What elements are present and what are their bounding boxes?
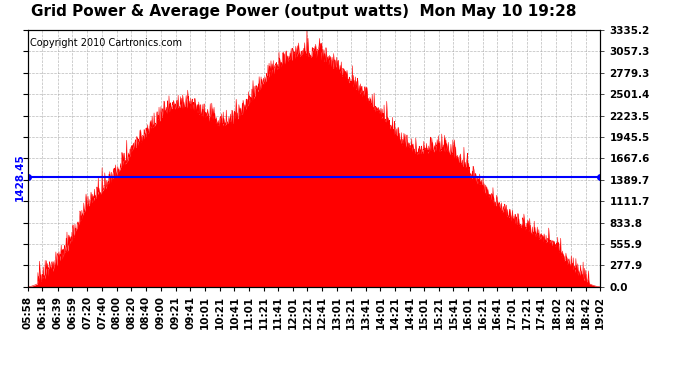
Text: 1428.45: 1428.45	[14, 153, 25, 201]
Text: Copyright 2010 Cartronics.com: Copyright 2010 Cartronics.com	[30, 38, 182, 48]
Text: Grid Power & Average Power (output watts)  Mon May 10 19:28: Grid Power & Average Power (output watts…	[31, 4, 576, 19]
